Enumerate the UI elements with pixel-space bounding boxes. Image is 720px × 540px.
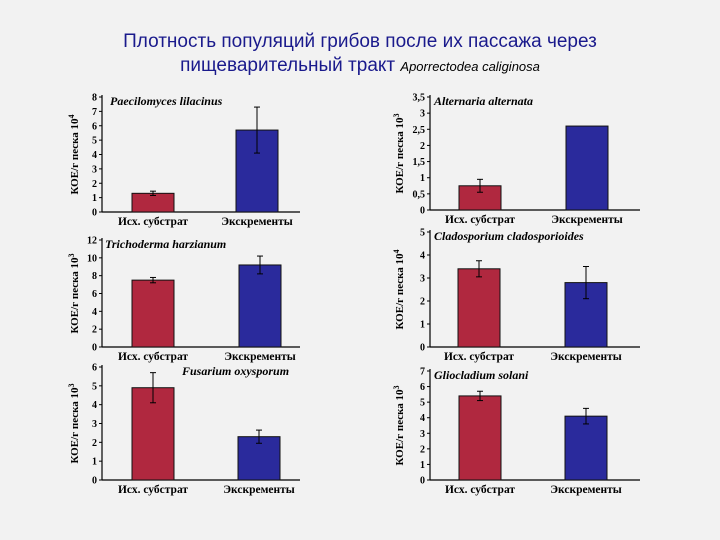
bar-substrate	[458, 395, 502, 481]
bar-excrement	[565, 125, 609, 211]
chart-title: Trichoderma harzianum	[105, 237, 226, 251]
y-axis-label: КОЕ/г песка 103	[67, 383, 82, 463]
page-title-line1: Плотность популяций грибов после их пасс…	[123, 31, 597, 52]
y-tick-label: 3,5	[413, 93, 426, 104]
y-tick-label: 2,5	[413, 125, 426, 136]
y-axis-label: КОЕ/г песка 104	[392, 249, 407, 329]
y-tick-label: 1	[420, 460, 425, 471]
page-title-line2: пищеварительный тракт Aporrectodea calig…	[0, 54, 720, 79]
y-tick-label: 0	[420, 476, 425, 487]
bar-substrate	[131, 279, 175, 348]
y-tick-label: 2	[92, 325, 97, 336]
category-label: Экскременты	[224, 351, 296, 363]
y-axis-label: КОЕ/г песка 103	[392, 113, 407, 193]
y-tick-label: 0	[92, 343, 97, 354]
chart-title: Cladosporium cladosporioides	[434, 229, 584, 243]
y-tick-label: 5	[92, 136, 97, 147]
bar-excrement	[237, 436, 281, 481]
y-tick-label: 8	[92, 93, 97, 104]
category-label: Экскременты	[551, 214, 623, 226]
y-tick-label: 3	[92, 164, 97, 175]
y-tick-label: 5	[420, 398, 425, 409]
y-axis-label-exponent: 4	[392, 249, 401, 253]
page-title-species: Aporrectodea caliginosa	[400, 59, 540, 74]
y-tick-label: 2	[92, 438, 97, 449]
bar-substrate	[131, 192, 175, 213]
bar-substrate	[457, 268, 501, 348]
y-axis-label: КОЕ/г песка 103	[392, 385, 407, 465]
y-axis-label-exponent: 3	[67, 383, 76, 387]
y-tick-label: 2	[420, 297, 425, 308]
category-label: Исх. субстрат	[444, 351, 514, 363]
y-tick-label: 6	[92, 363, 97, 374]
chart-panel-6: 0 1 2 3 4 5 6 7 Gliocladium solani КОЕ/г песка 10…	[392, 367, 640, 496]
page-title: Плотность популяций грибов после их пасс…	[0, 30, 720, 79]
y-tick-label: 5	[92, 381, 97, 392]
y-tick-label: 1,5	[413, 157, 426, 168]
bar-excrement	[564, 415, 608, 481]
chart-title: Paecilomyces lilacinus	[110, 94, 223, 108]
category-label: Исх. субстрат	[118, 216, 188, 228]
y-tick-label: 1	[92, 457, 97, 468]
y-tick-label: 0,5	[413, 189, 426, 200]
y-tick-label: 3	[92, 419, 97, 430]
y-tick-label: 0	[420, 343, 425, 354]
y-tick-label: 4	[420, 251, 425, 262]
category-label: Исх. субстрат	[118, 351, 188, 363]
chart-title: Gliocladium solani	[434, 368, 529, 382]
y-tick-label: 7	[420, 367, 425, 378]
y-tick-label: 3	[420, 429, 425, 440]
chart-panel-3: 0 2 4 6 8 10 12 Trichoderma harzianum КОЕ/г песк…	[67, 236, 300, 363]
y-tick-label: 4	[92, 307, 97, 318]
y-tick-label: 1	[420, 173, 425, 184]
y-tick-label: 6	[420, 382, 425, 393]
y-tick-label: 4	[92, 150, 97, 161]
y-axis-label-exponent: 3	[392, 385, 401, 389]
page-title-line2-text: пищеварительный тракт	[180, 55, 396, 76]
chart-panel-2: 0 0,5 1 1,5 2 2,5 3 3,5 Alternaria alternata КОЕ/…	[392, 93, 640, 226]
chart-panel-1: 0 1 2 3 4 5 6 7 8 Paecilomyces lilacinus КОЕ/г пес…	[67, 93, 300, 228]
y-axis-label: КОЕ/г песка 103	[67, 253, 82, 333]
y-tick-label: 8	[92, 271, 97, 282]
chart-panel-5: 0 1 2 3 4 5 6 Fusarium oxysporum КОЕ/г песка 103…	[67, 363, 300, 496]
y-tick-label: 0	[92, 208, 97, 219]
y-tick-label: 4	[420, 413, 425, 424]
chart-title: Alternaria alternata	[433, 94, 533, 108]
category-label: Экскременты	[550, 484, 622, 496]
y-tick-label: 0	[420, 206, 425, 217]
bar-excrement	[238, 264, 282, 348]
y-tick-label: 1	[92, 193, 97, 204]
y-axis-label-exponent: 4	[67, 114, 76, 118]
chart-panel-4: 0 1 2 3 4 5 Cladosporium cladosporioides КОЕ/г …	[392, 228, 640, 363]
y-tick-label: 3	[420, 109, 425, 120]
y-tick-label: 6	[92, 289, 97, 300]
y-tick-label: 5	[420, 228, 425, 239]
y-tick-label: 12	[87, 236, 97, 247]
category-label: Исх. субстрат	[445, 484, 515, 496]
y-axis-label-exponent: 3	[67, 253, 76, 257]
category-label: Экскременты	[221, 216, 293, 228]
y-tick-label: 10	[87, 253, 97, 264]
y-tick-label: 2	[92, 179, 97, 190]
y-tick-label: 1	[420, 320, 425, 331]
chart-title: Fusarium oxysporum	[181, 364, 289, 378]
category-label: Экскременты	[223, 484, 295, 496]
y-tick-label: 6	[92, 121, 97, 132]
y-tick-label: 2	[420, 141, 425, 152]
y-tick-label: 3	[420, 274, 425, 285]
y-tick-label: 7	[92, 107, 97, 118]
y-axis-label: КОЕ/г песка 104	[67, 114, 82, 194]
y-tick-label: 4	[92, 400, 97, 411]
y-axis-label-exponent: 3	[392, 113, 401, 117]
y-tick-label: 2	[420, 444, 425, 455]
category-label: Экскременты	[550, 351, 622, 363]
category-label: Исх. субстрат	[445, 214, 515, 226]
y-tick-label: 0	[92, 476, 97, 487]
category-label: Исх. субстрат	[118, 484, 188, 496]
